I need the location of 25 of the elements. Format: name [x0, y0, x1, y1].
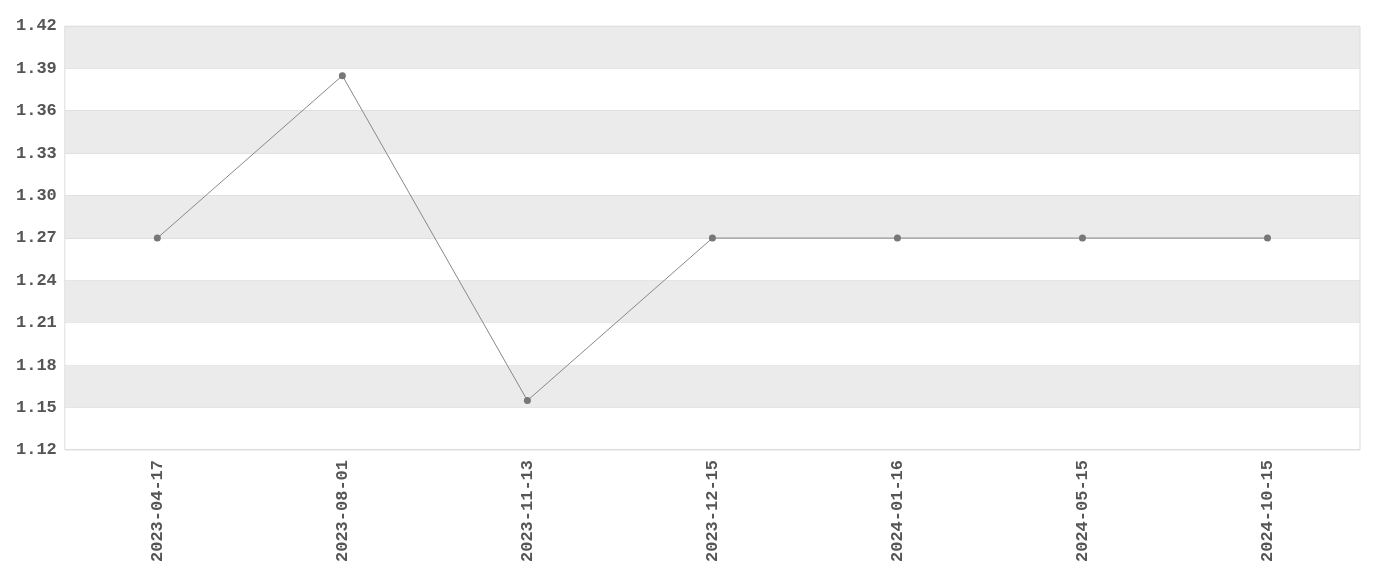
y-tick-label: 1.21 [15, 313, 57, 333]
y-tick-label: 1.27 [15, 228, 57, 248]
x-tick-label: 2023-11-13 [517, 459, 537, 563]
point [1078, 234, 1086, 242]
x-tick-label: 2024-01-16 [887, 459, 907, 563]
point [523, 397, 531, 405]
y-tick-label: 1.15 [15, 397, 57, 417]
y-tick-label: 1.36 [15, 101, 57, 121]
y-tick-label: 1.42 [15, 16, 57, 36]
x-tick-label: 2024-05-15 [1072, 459, 1092, 563]
point [893, 234, 901, 242]
y-tick-label: 1.33 [15, 143, 57, 163]
point [153, 234, 161, 242]
x-tick-label: 2023-12-15 [702, 459, 722, 563]
y-tick-label: 1.30 [15, 185, 57, 205]
point [708, 234, 716, 242]
point [1263, 234, 1271, 242]
x-tick-label: 2024-10-15 [1257, 459, 1277, 563]
y-tick-label: 1.12 [15, 440, 57, 460]
point [338, 72, 346, 80]
y-tick-label: 1.18 [15, 355, 57, 375]
x-tick-label: 2023-08-01 [332, 459, 352, 563]
y-tick-label: 1.39 [15, 58, 57, 78]
x-tick-label: 2023-04-17 [147, 459, 167, 563]
y-tick-label: 1.24 [15, 270, 57, 290]
